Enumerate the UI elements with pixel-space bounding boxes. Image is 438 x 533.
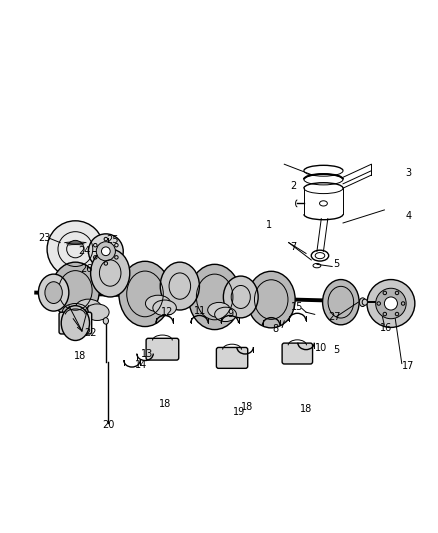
- Text: 25: 25: [106, 236, 119, 245]
- Ellipse shape: [188, 264, 241, 329]
- Text: 3: 3: [405, 168, 411, 178]
- Text: 23: 23: [39, 233, 51, 243]
- Ellipse shape: [208, 302, 230, 318]
- Text: 8: 8: [272, 324, 279, 334]
- Text: 26: 26: [80, 264, 92, 273]
- Ellipse shape: [322, 279, 359, 325]
- Text: 18: 18: [300, 404, 312, 414]
- Ellipse shape: [145, 295, 171, 312]
- Text: 16: 16: [381, 324, 393, 333]
- Text: 24: 24: [78, 246, 90, 256]
- Ellipse shape: [91, 249, 130, 297]
- Ellipse shape: [45, 282, 62, 303]
- Text: 10: 10: [315, 343, 327, 353]
- Ellipse shape: [61, 305, 89, 341]
- Ellipse shape: [103, 318, 109, 324]
- Text: 27: 27: [328, 312, 341, 321]
- Text: 2: 2: [290, 181, 296, 191]
- FancyBboxPatch shape: [282, 343, 313, 364]
- Ellipse shape: [51, 262, 99, 319]
- Text: 5: 5: [333, 260, 339, 269]
- Text: 18: 18: [74, 351, 86, 361]
- Text: 13: 13: [141, 350, 153, 359]
- Ellipse shape: [119, 261, 171, 327]
- Circle shape: [367, 279, 415, 327]
- FancyBboxPatch shape: [59, 312, 92, 334]
- Text: 18: 18: [159, 399, 171, 409]
- Text: 14: 14: [134, 360, 147, 370]
- Text: 20: 20: [102, 421, 114, 430]
- Circle shape: [102, 247, 110, 256]
- Text: 9: 9: [227, 309, 233, 319]
- Text: 17: 17: [402, 361, 414, 371]
- Ellipse shape: [247, 271, 295, 328]
- Circle shape: [385, 297, 397, 310]
- FancyBboxPatch shape: [146, 338, 179, 360]
- Text: 15: 15: [291, 302, 304, 312]
- Ellipse shape: [215, 307, 237, 321]
- Circle shape: [96, 241, 116, 261]
- Text: 4: 4: [405, 212, 411, 221]
- Ellipse shape: [359, 298, 366, 306]
- Ellipse shape: [39, 274, 69, 311]
- Text: 1: 1: [266, 220, 272, 230]
- Circle shape: [88, 234, 123, 269]
- Text: 19: 19: [233, 407, 245, 417]
- Ellipse shape: [362, 299, 367, 305]
- Ellipse shape: [223, 276, 258, 318]
- Ellipse shape: [160, 262, 199, 310]
- Text: 5: 5: [333, 345, 339, 355]
- Text: 12: 12: [161, 307, 173, 317]
- FancyBboxPatch shape: [216, 348, 248, 368]
- Text: 11: 11: [194, 306, 206, 316]
- Ellipse shape: [75, 299, 102, 317]
- Text: 7: 7: [290, 242, 296, 252]
- Circle shape: [376, 288, 406, 319]
- Ellipse shape: [153, 300, 177, 316]
- Circle shape: [47, 221, 104, 277]
- Text: 22: 22: [85, 328, 97, 337]
- Ellipse shape: [85, 304, 109, 320]
- Text: 18: 18: [241, 402, 254, 412]
